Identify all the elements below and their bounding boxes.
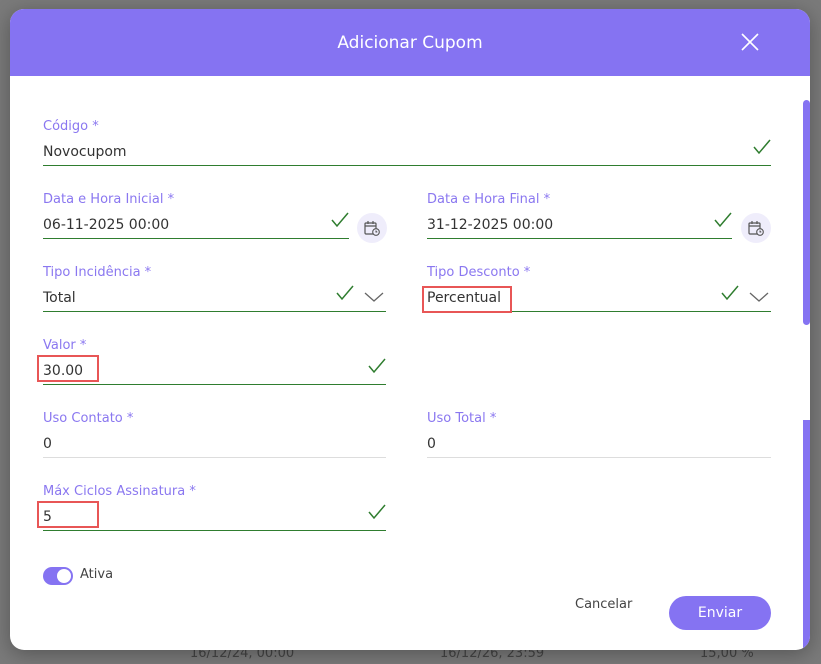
- uso-total-label: Uso Total *: [427, 411, 497, 426]
- dialog-header: Adicionar Cupom: [10, 9, 810, 76]
- underline: [43, 311, 386, 312]
- calendar-button-inicial[interactable]: [357, 213, 387, 243]
- scrollbar-track[interactable]: [803, 420, 810, 650]
- calendar-button-final[interactable]: [741, 213, 771, 243]
- data-inicial-field[interactable]: Data e Hora Inicial * 06-11-2025 00:00: [43, 192, 349, 239]
- codigo-field[interactable]: Código * Novocupom: [43, 119, 771, 166]
- scrollbar-thumb[interactable]: [803, 100, 810, 325]
- data-final-label: Data e Hora Final *: [427, 192, 551, 207]
- tipo-desconto-select[interactable]: Tipo Desconto * Percentual: [427, 265, 771, 312]
- uso-total-input[interactable]: 0: [427, 436, 436, 452]
- underline: [43, 384, 386, 385]
- highlight-box: [37, 355, 99, 382]
- uso-total-field[interactable]: Uso Total * 0: [427, 411, 771, 458]
- tipo-desconto-value[interactable]: Percentual: [427, 290, 502, 306]
- highlight-box: [422, 286, 512, 313]
- calendar-clock-icon: [748, 221, 764, 236]
- underline: [427, 238, 732, 239]
- ativa-toggle[interactable]: [43, 567, 73, 585]
- tipo-incidencia-value[interactable]: Total: [43, 290, 76, 306]
- codigo-label: Código *: [43, 119, 99, 134]
- underline: [43, 530, 386, 531]
- underline: [43, 457, 386, 458]
- underline: [43, 165, 771, 166]
- chevron-down-icon[interactable]: [749, 291, 769, 303]
- check-icon: [368, 504, 386, 520]
- uso-contato-label: Uso Contato *: [43, 411, 134, 426]
- data-final-input[interactable]: 31-12-2025 00:00: [427, 217, 554, 233]
- check-icon: [368, 358, 386, 374]
- uso-contato-input[interactable]: 0: [43, 436, 52, 452]
- max-ciclos-label: Máx Ciclos Assinatura *: [43, 484, 196, 499]
- tipo-incidencia-select[interactable]: Tipo Incidência * Total: [43, 265, 386, 312]
- max-ciclos-input[interactable]: 5: [43, 509, 52, 525]
- valor-label: Valor *: [43, 338, 87, 353]
- ativa-label: Ativa: [80, 567, 114, 582]
- underline: [427, 457, 771, 458]
- uso-contato-field[interactable]: Uso Contato * 0: [43, 411, 386, 458]
- check-icon: [331, 212, 349, 228]
- data-final-field[interactable]: Data e Hora Final * 31-12-2025 00:00: [427, 192, 732, 239]
- tipo-incidencia-label: Tipo Incidência *: [43, 265, 152, 280]
- codigo-input[interactable]: Novocupom: [43, 144, 127, 160]
- chevron-down-icon[interactable]: [364, 291, 384, 303]
- close-icon[interactable]: [740, 32, 760, 52]
- calendar-clock-icon: [364, 221, 380, 236]
- valor-input[interactable]: 30.00: [43, 363, 84, 379]
- add-coupon-dialog: Adicionar Cupom Código * Novocupom Data …: [10, 9, 810, 650]
- check-icon: [753, 139, 771, 155]
- underline: [427, 311, 771, 312]
- underline: [43, 238, 349, 239]
- data-inicial-label: Data e Hora Inicial *: [43, 192, 175, 207]
- highlight-box: [37, 501, 99, 528]
- check-icon: [721, 285, 739, 301]
- check-icon: [336, 285, 354, 301]
- tipo-desconto-label: Tipo Desconto *: [427, 265, 531, 280]
- check-icon: [714, 212, 732, 228]
- submit-button[interactable]: Enviar: [669, 596, 771, 630]
- max-ciclos-field[interactable]: Máx Ciclos Assinatura * 5: [43, 484, 386, 531]
- dialog-title: Adicionar Cupom: [337, 32, 483, 53]
- data-inicial-input[interactable]: 06-11-2025 00:00: [43, 217, 170, 233]
- cancel-button[interactable]: Cancelar: [575, 597, 633, 612]
- valor-field[interactable]: Valor * 30.00: [43, 338, 386, 385]
